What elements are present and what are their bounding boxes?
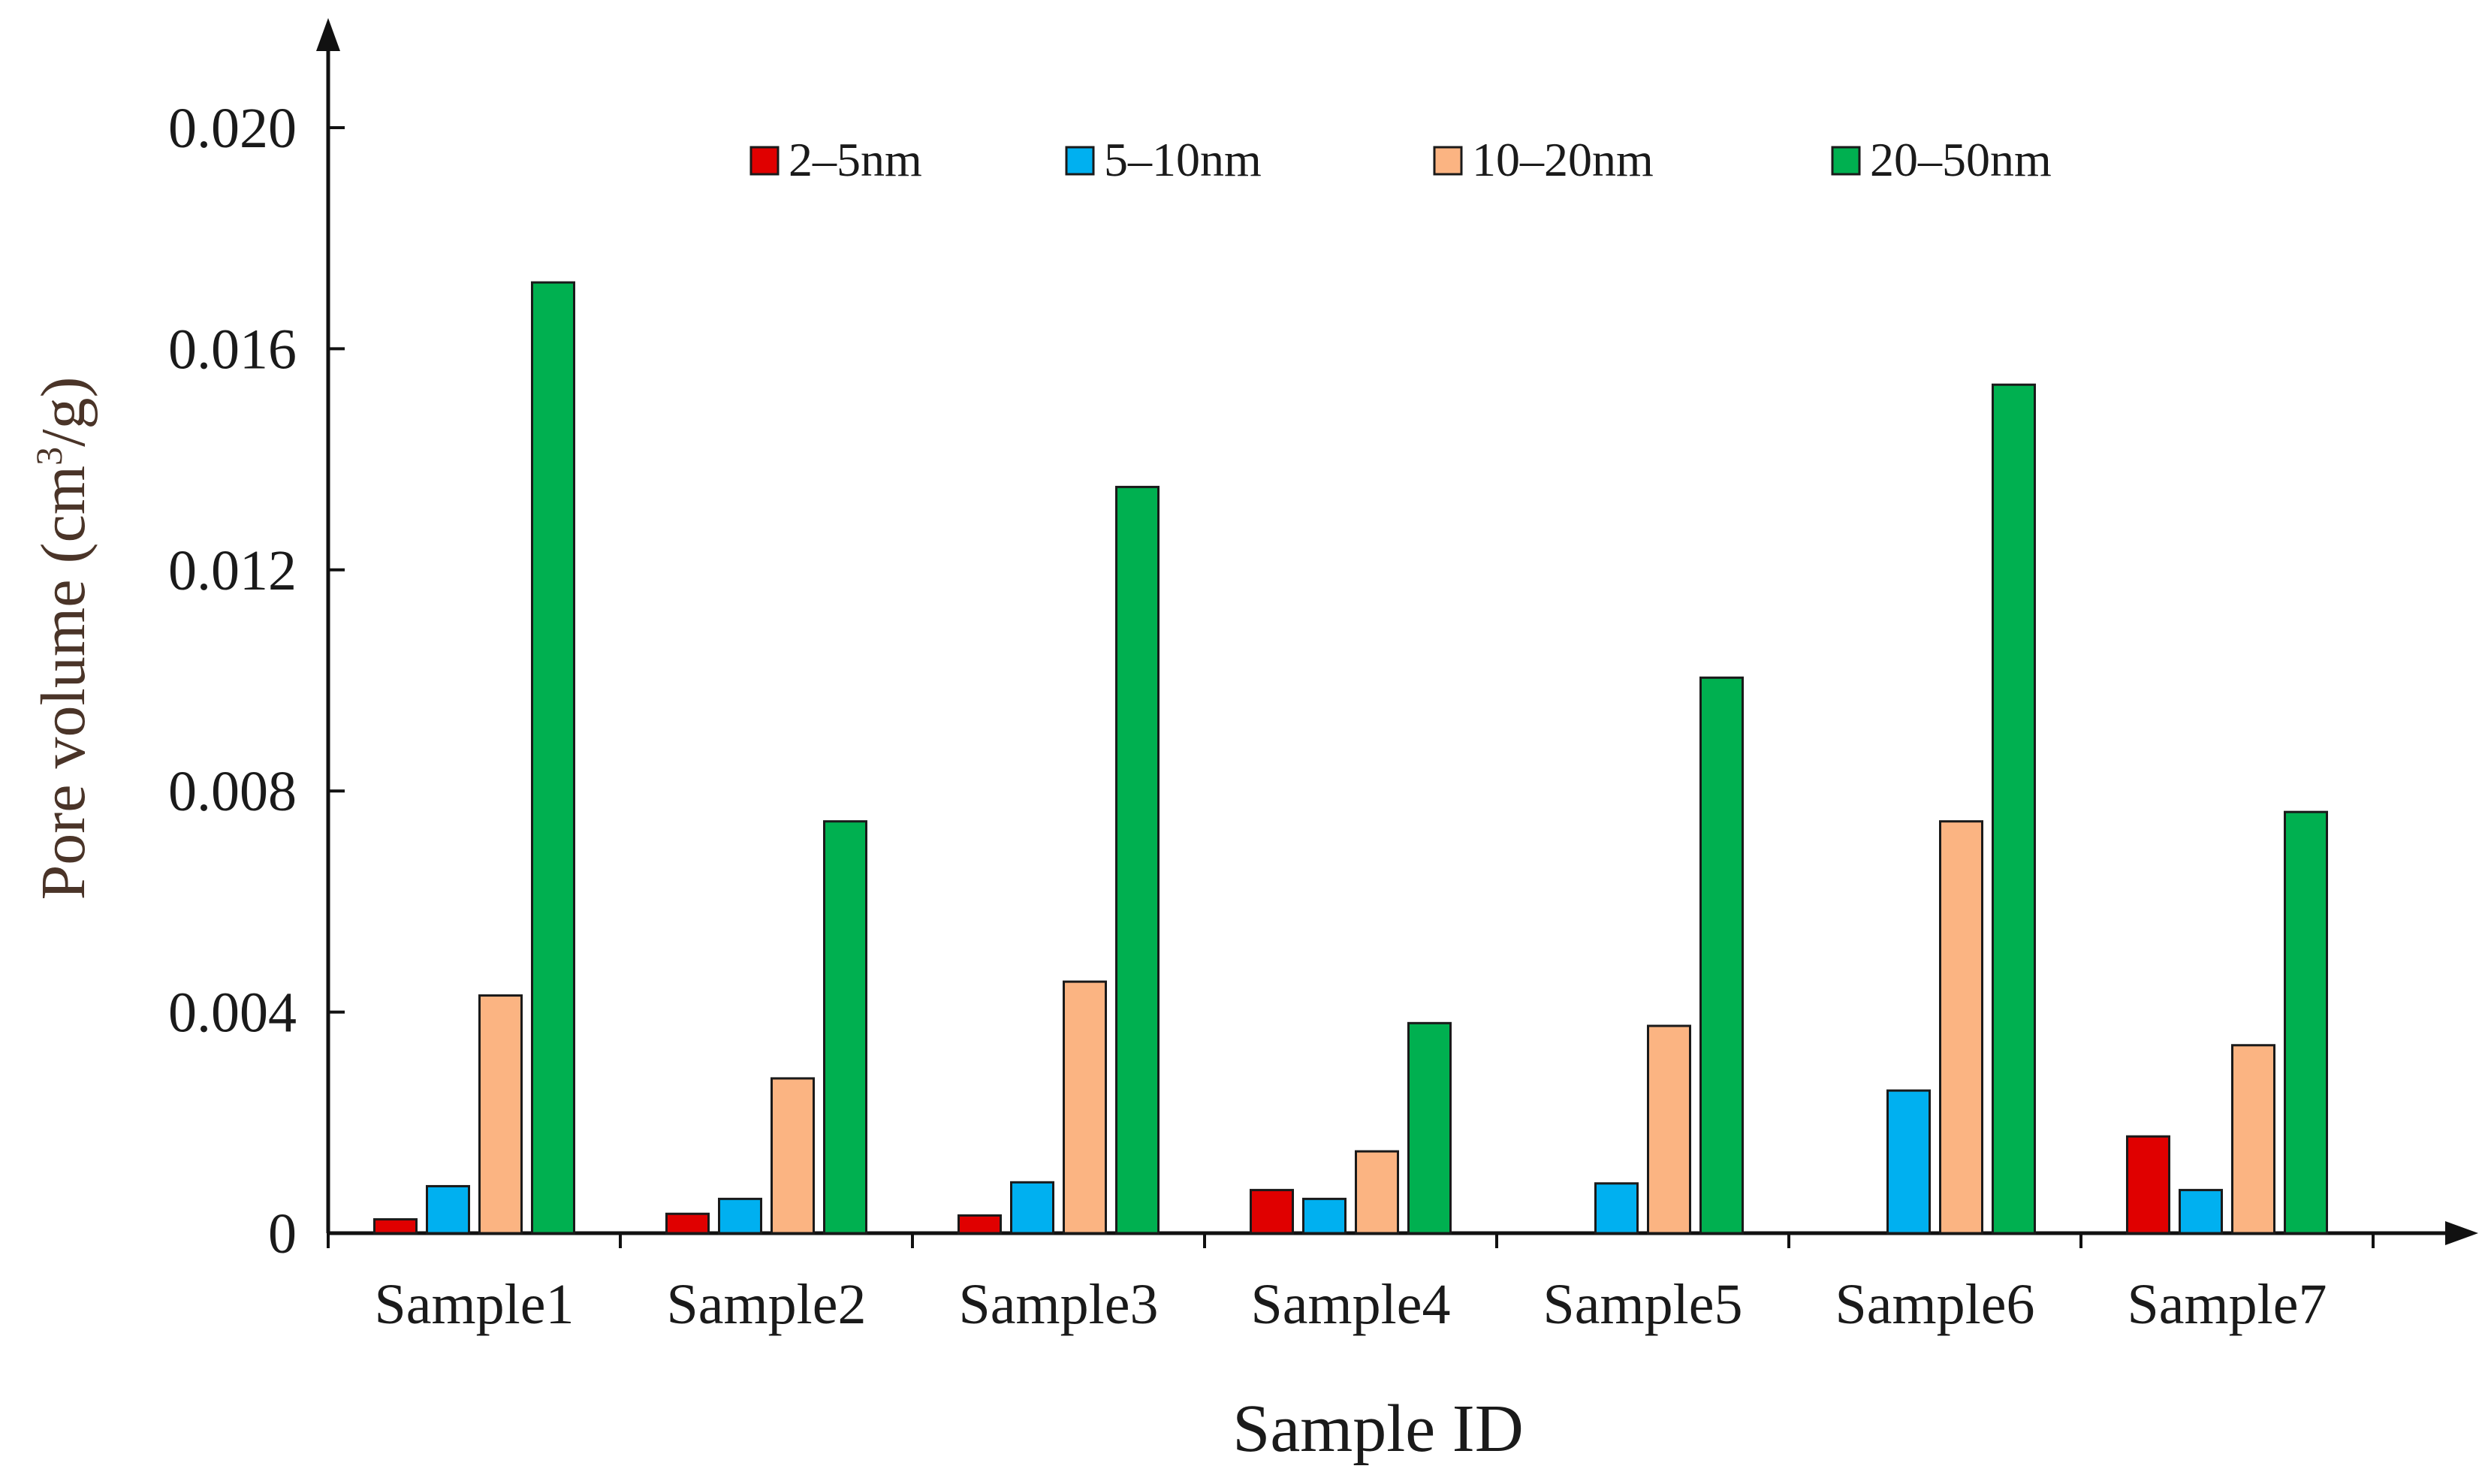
bar — [1250, 1189, 1294, 1235]
bar — [2284, 810, 2328, 1235]
legend-label: 2–5nm — [789, 133, 922, 186]
y-tick-label: 0.020 — [168, 97, 297, 160]
bar — [478, 994, 523, 1235]
legend-label: 5–10nm — [1104, 133, 1262, 186]
bar — [2231, 1044, 2275, 1235]
bar — [718, 1197, 762, 1235]
y-tick-label: 0.016 — [168, 318, 297, 381]
bar — [531, 281, 575, 1235]
bar — [1939, 820, 1983, 1235]
y-tick-label: 0.008 — [168, 760, 297, 823]
legend: 2–5nm 5–10nm 10–20nm 20–50nm — [749, 133, 2052, 186]
y-axis-title-main: Pore volume (cm — [29, 466, 98, 900]
y-ticks: 0 0.004 0.008 0.012 0.016 0.020 — [168, 97, 345, 1265]
y-tick-label: 0.012 — [168, 539, 297, 602]
bar — [1699, 676, 1744, 1235]
bar — [1010, 1181, 1054, 1235]
legend-swatch — [1831, 146, 1861, 176]
bar — [665, 1212, 710, 1235]
x-tick-label: Sample1 — [375, 1273, 574, 1336]
x-tick-label: Sample6 — [1835, 1273, 2035, 1336]
bar — [1355, 1150, 1399, 1235]
bar — [1647, 1024, 1691, 1235]
bar — [2179, 1189, 2223, 1235]
y-tick-label: 0 — [268, 1202, 297, 1265]
bar — [373, 1218, 418, 1235]
y-tick-label: 0.004 — [168, 982, 297, 1045]
bar — [771, 1077, 815, 1235]
bar — [1115, 485, 1160, 1235]
bar — [1063, 980, 1107, 1235]
bar — [1992, 383, 2036, 1235]
bar — [1302, 1197, 1347, 1235]
legend-swatch — [1065, 146, 1095, 176]
y-axis-title-superscript: 3 — [28, 447, 70, 466]
legend-label: 10–20nm — [1472, 133, 1654, 186]
axes — [316, 18, 2478, 1245]
x-axis-arrow — [2445, 1221, 2478, 1245]
bar — [426, 1184, 470, 1235]
x-tick-label: Sample2 — [667, 1273, 867, 1336]
bar — [823, 820, 867, 1235]
x-tick-labels: Sample1 Sample2 Sample3 Sample4 Sample5 Sampl… — [375, 1273, 2327, 1336]
bar — [2126, 1135, 2170, 1235]
bar — [1407, 1021, 1452, 1235]
x-tick-label: Sample3 — [959, 1273, 1159, 1336]
bar — [1594, 1182, 1639, 1235]
y-axis-title-end: /g) — [29, 377, 98, 447]
y-axis-title: Pore volume (cm3/g) — [28, 377, 98, 900]
x-tick-label: Sample4 — [1251, 1273, 1451, 1336]
x-tick-label: Sample7 — [2128, 1273, 2327, 1336]
bar — [957, 1214, 1002, 1235]
x-tick-label: Sample5 — [1543, 1273, 1743, 1336]
bars — [373, 281, 2328, 1235]
legend-label: 20–50nm — [1870, 133, 2052, 186]
y-axis-arrow — [316, 18, 340, 51]
legend-swatch — [1433, 146, 1463, 176]
legend-swatch — [749, 146, 780, 176]
bar — [1886, 1089, 1931, 1235]
x-ticks — [327, 1233, 2375, 1248]
x-axis-title: Sample ID — [1232, 1392, 1523, 1466]
